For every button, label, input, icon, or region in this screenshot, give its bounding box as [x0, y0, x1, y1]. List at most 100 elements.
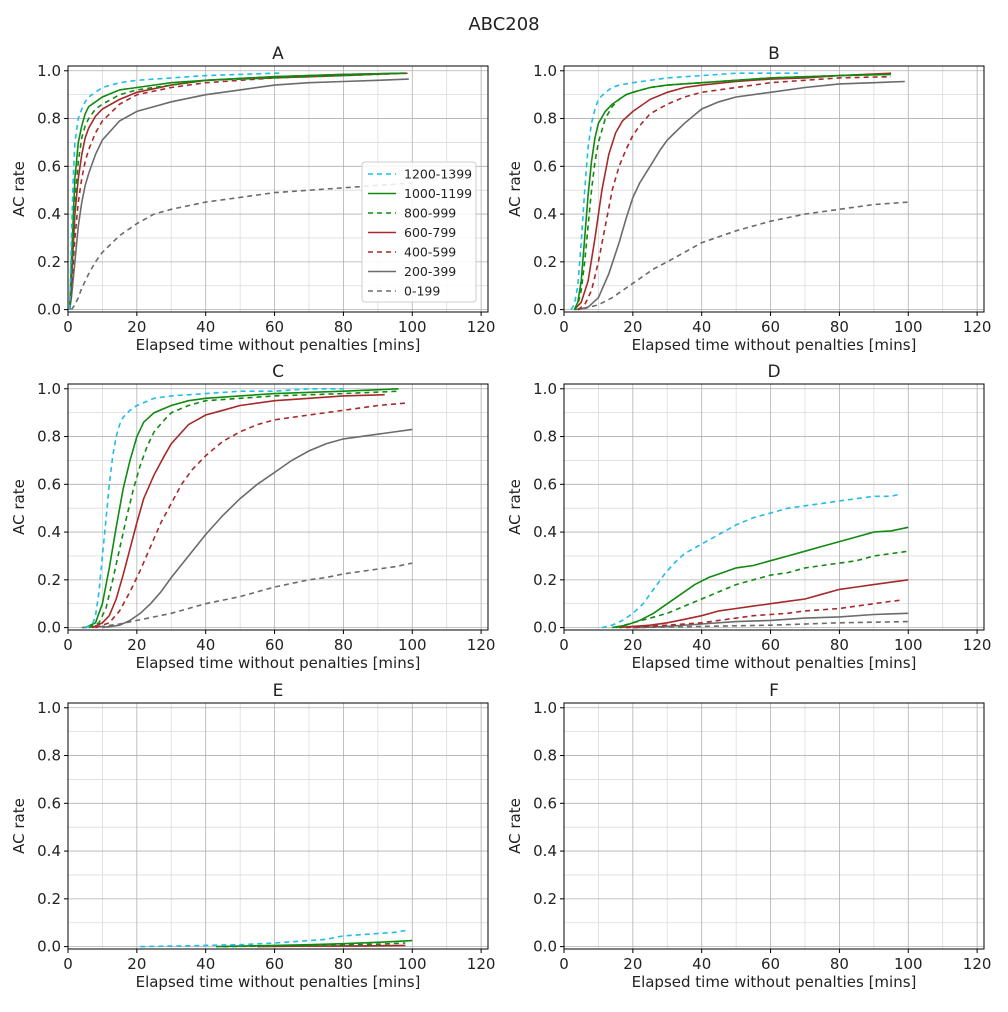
y-tick-label: 0.4: [37, 205, 61, 223]
y-tick-label: 0.2: [533, 571, 557, 589]
series-line-1200-1399: [68, 72, 282, 310]
series-line-400-599: [577, 75, 892, 311]
series-line-400-599: [95, 402, 406, 629]
panel-b: 0 20 40 60 80 100 120 0.0 0.2 0.4 0.6 0.8 1.0 B Elapse…: [506, 44, 991, 354]
axes-frame: [563, 65, 985, 313]
x-tick-label: 20: [127, 318, 146, 336]
series-line-600-799: [573, 72, 892, 311]
y-tick-label: 0.6: [37, 794, 61, 812]
panel-a: 0 20 40 60 80 100 120 0.0 0.2 0.4 0.6 0.8 1.0 A Elapse…: [10, 44, 495, 354]
series-line-1000-1199: [84, 388, 399, 629]
series-line-400-599: [68, 72, 409, 310]
y-tick-label: 1.0: [533, 62, 557, 80]
series-line-400-599: [625, 599, 902, 629]
y-tick-label: 0.6: [533, 475, 557, 493]
y-axis-label: AC rate: [10, 798, 28, 854]
x-tick-label: 60: [265, 955, 284, 973]
y-tick-label: 1.0: [37, 62, 61, 80]
axes-frame: [67, 383, 489, 631]
y-tick-label: 0.0: [37, 619, 61, 637]
series-line-600-799: [68, 72, 406, 310]
x-axis-label: Elapsed time without penalties [mins]: [632, 973, 917, 991]
legend-label: 600-799: [404, 225, 456, 240]
axes-frame: [563, 383, 985, 631]
x-tick-label: 120: [963, 636, 992, 654]
legend-box: [361, 161, 477, 303]
x-tick-label: 80: [830, 636, 849, 654]
y-axis-label: AC rate: [506, 479, 524, 535]
panel-f: 0 20 40 60 80 100 120 0.0 0.2 0.4 0.6 0.8 1.0 F Elapse…: [506, 681, 991, 991]
x-tick-label: 40: [692, 318, 711, 336]
panel-title: E: [273, 681, 284, 701]
x-axis-label: Elapsed time without penalties [mins]: [136, 973, 421, 991]
x-tick-label: 40: [196, 955, 215, 973]
y-tick-label: 0.2: [37, 890, 61, 908]
y-tick-label: 0.0: [533, 619, 557, 637]
x-tick-label: 20: [623, 636, 642, 654]
y-axis-label: AC rate: [506, 798, 524, 854]
x-axis-label: Elapsed time without penalties [mins]: [632, 654, 917, 672]
x-tick-label: 60: [761, 636, 780, 654]
series-line-800-999: [68, 72, 402, 310]
y-tick-label: 0.0: [533, 301, 557, 319]
series-line-800-999: [88, 390, 399, 629]
x-tick-label: 100: [894, 318, 923, 336]
x-tick-label: 100: [398, 636, 427, 654]
series-line-0-199: [81, 562, 413, 629]
series-line-800-999: [573, 73, 892, 311]
y-tick-label: 0.4: [533, 205, 557, 223]
y-axis-label: AC rate: [10, 479, 28, 535]
y-tick-label: 0.4: [533, 842, 557, 860]
x-tick-label: 60: [761, 955, 780, 973]
series-line-1200-1399: [601, 493, 902, 629]
y-tick-label: 0.8: [37, 428, 61, 446]
y-tick-label: 0.4: [533, 523, 557, 541]
series-line-200-399: [577, 80, 905, 311]
x-tick-label: 0: [63, 636, 73, 654]
axes-frame: [67, 65, 489, 313]
x-tick-label: 80: [830, 318, 849, 336]
x-tick-label: 120: [963, 955, 992, 973]
legend-label: 0-199: [404, 284, 440, 299]
axes-frame: [67, 702, 489, 950]
y-tick-label: 0.0: [533, 938, 557, 956]
x-tick-label: 0: [559, 636, 569, 654]
x-tick-label: 120: [467, 636, 496, 654]
series-line-1200-1399: [84, 387, 344, 629]
y-tick-label: 0.6: [533, 794, 557, 812]
y-axis-label: AC rate: [506, 161, 524, 217]
y-tick-label: 0.4: [37, 523, 61, 541]
x-tick-label: 100: [894, 955, 923, 973]
y-tick-label: 0.6: [37, 157, 61, 175]
x-tick-label: 120: [467, 318, 496, 336]
legend-label: 400-599: [404, 245, 456, 260]
x-tick-label: 120: [963, 318, 992, 336]
figure-title: ABC208: [468, 14, 540, 35]
series-line-1000-1199: [215, 939, 413, 948]
panel-c: 0 20 40 60 80 100 120 0.0 0.2 0.4 0.6 0.8 1.0 C Elapse…: [10, 362, 495, 672]
panel-e: 0 20 40 60 80 100 120 0.0 0.2 0.4 0.6 0.8 1.0 E Elapse…: [10, 681, 495, 991]
x-tick-label: 0: [63, 955, 73, 973]
x-tick-label: 80: [334, 318, 353, 336]
x-tick-label: 60: [265, 636, 284, 654]
y-tick-label: 0.2: [533, 890, 557, 908]
series-line-800-999: [615, 550, 909, 629]
panel-title: A: [272, 44, 284, 64]
series-line-1000-1199: [612, 526, 909, 629]
series-line-1200-1399: [570, 72, 799, 311]
x-tick-label: 80: [334, 636, 353, 654]
series-line-0-199: [574, 201, 909, 311]
series-line-1000-1199: [68, 72, 406, 310]
panel-d: 0 20 40 60 80 100 120 0.0 0.2 0.4 0.6 0.8 1.0 D Elapse…: [506, 362, 991, 672]
y-tick-label: 0.8: [533, 428, 557, 446]
x-tick-label: 100: [398, 955, 427, 973]
y-tick-label: 0.8: [37, 110, 61, 128]
series-line-200-399: [68, 78, 409, 310]
series-line-200-399: [102, 428, 413, 629]
x-tick-label: 60: [761, 318, 780, 336]
y-tick-label: 1.0: [37, 380, 61, 398]
panel-title: C: [272, 362, 284, 382]
series-line-200-399: [632, 612, 909, 629]
